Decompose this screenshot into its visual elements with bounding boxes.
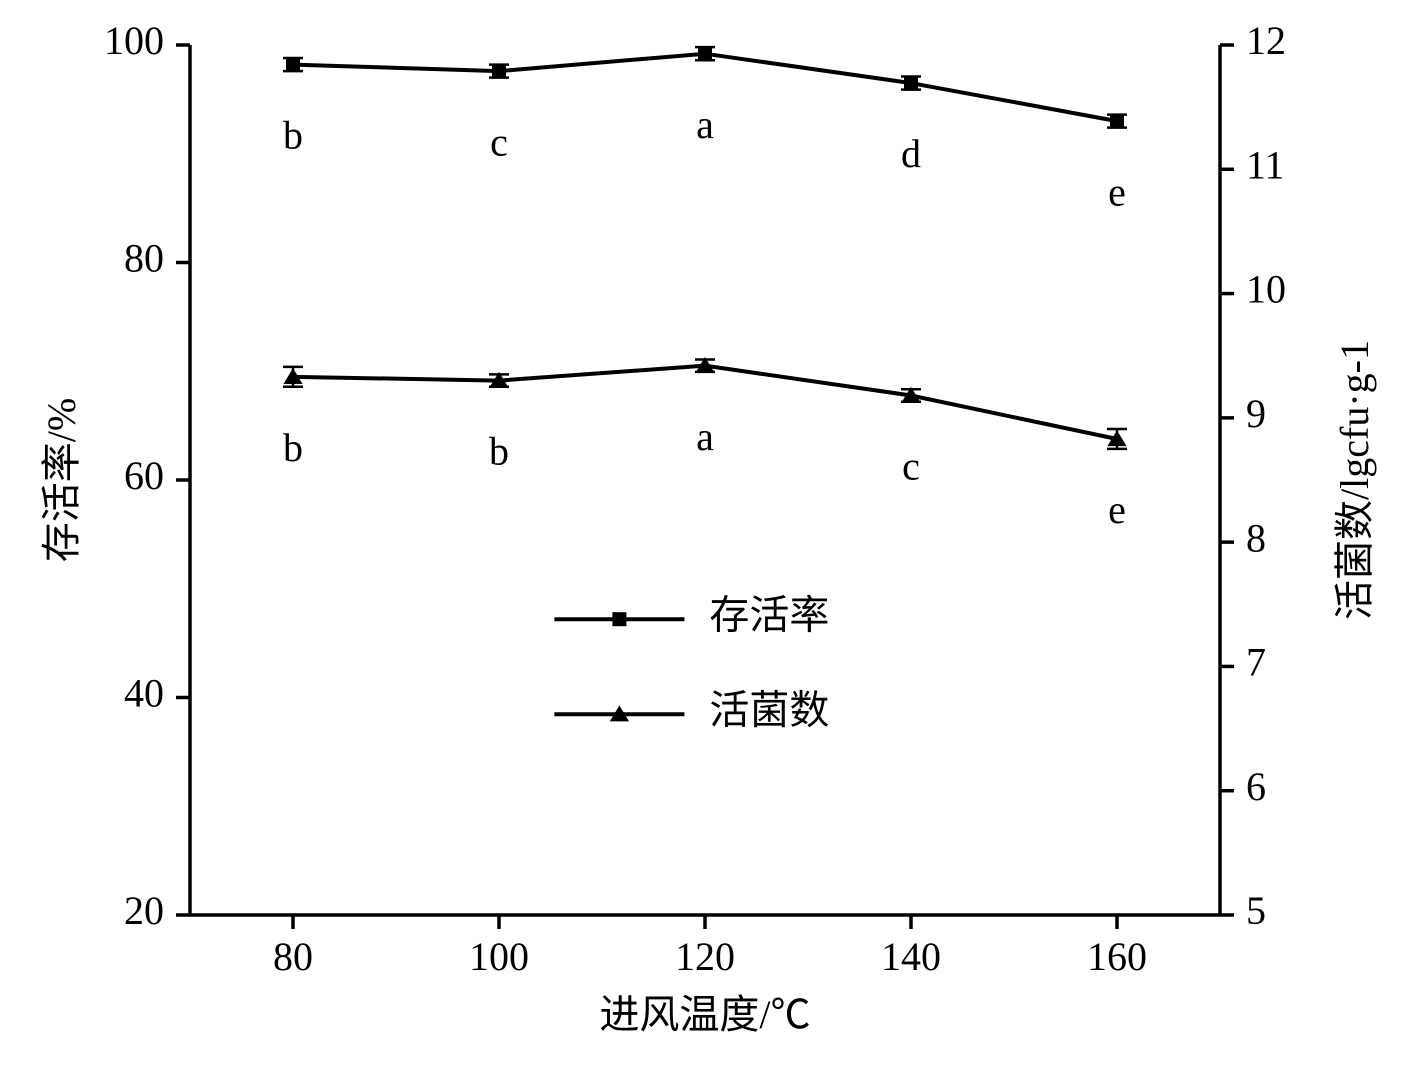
y-right-axis-title: 活菌数/lgcfu·g-1 xyxy=(1332,340,1377,620)
y-left-tick-label: 60 xyxy=(124,453,164,498)
marker-survival xyxy=(1110,114,1124,128)
y-left-tick-label: 20 xyxy=(124,888,164,933)
legend-marker-survival xyxy=(612,612,626,626)
marker-survival xyxy=(698,47,712,61)
letter-survival: e xyxy=(1108,169,1126,214)
y-left-tick-label: 100 xyxy=(104,18,164,63)
y-right-tick-label: 11 xyxy=(1246,142,1285,187)
marker-survival xyxy=(286,58,300,72)
legend-label-viable: 活菌数 xyxy=(709,687,829,732)
x-axis-title: 进风温度/℃ xyxy=(599,992,810,1037)
letter-viable: c xyxy=(902,444,920,489)
y-left-axis-title: 存活率/% xyxy=(39,398,84,562)
chart-background xyxy=(0,0,1417,1089)
y-right-tick-label: 8 xyxy=(1246,515,1266,560)
x-tick-label: 140 xyxy=(881,934,941,979)
letter-viable: b xyxy=(283,425,303,470)
dual-axis-line-chart: 80 100 120 140 160 进风温度/℃ 20 40 60 80 100 存活率/% 5 6 7 8… xyxy=(0,0,1417,1089)
marker-survival xyxy=(492,64,506,78)
letter-survival: d xyxy=(901,131,921,176)
y-left-tick-label: 80 xyxy=(124,236,164,281)
x-tick-label: 120 xyxy=(675,934,735,979)
marker-survival xyxy=(904,76,918,90)
y-right-tick-label: 10 xyxy=(1246,267,1286,312)
letter-viable: a xyxy=(696,414,714,459)
y-right-tick-label: 7 xyxy=(1246,640,1266,685)
y-left-tick-label: 40 xyxy=(124,671,164,716)
x-tick-label: 160 xyxy=(1087,934,1147,979)
letter-survival: a xyxy=(696,102,714,147)
y-right-tick-label: 5 xyxy=(1246,888,1266,933)
x-tick-label: 80 xyxy=(273,934,313,979)
legend-label-survival: 存活率 xyxy=(709,592,829,637)
letter-viable: b xyxy=(489,429,509,474)
chart-container: 80 100 120 140 160 进风温度/℃ 20 40 60 80 100 存活率/% 5 6 7 8… xyxy=(0,0,1417,1089)
letter-survival: b xyxy=(283,113,303,158)
letter-survival: c xyxy=(490,119,508,164)
y-right-tick-label: 12 xyxy=(1246,18,1286,63)
x-tick-label: 100 xyxy=(469,934,529,979)
letter-viable: e xyxy=(1108,487,1126,532)
y-right-tick-label: 9 xyxy=(1246,391,1266,436)
y-right-tick-label: 6 xyxy=(1246,764,1266,809)
